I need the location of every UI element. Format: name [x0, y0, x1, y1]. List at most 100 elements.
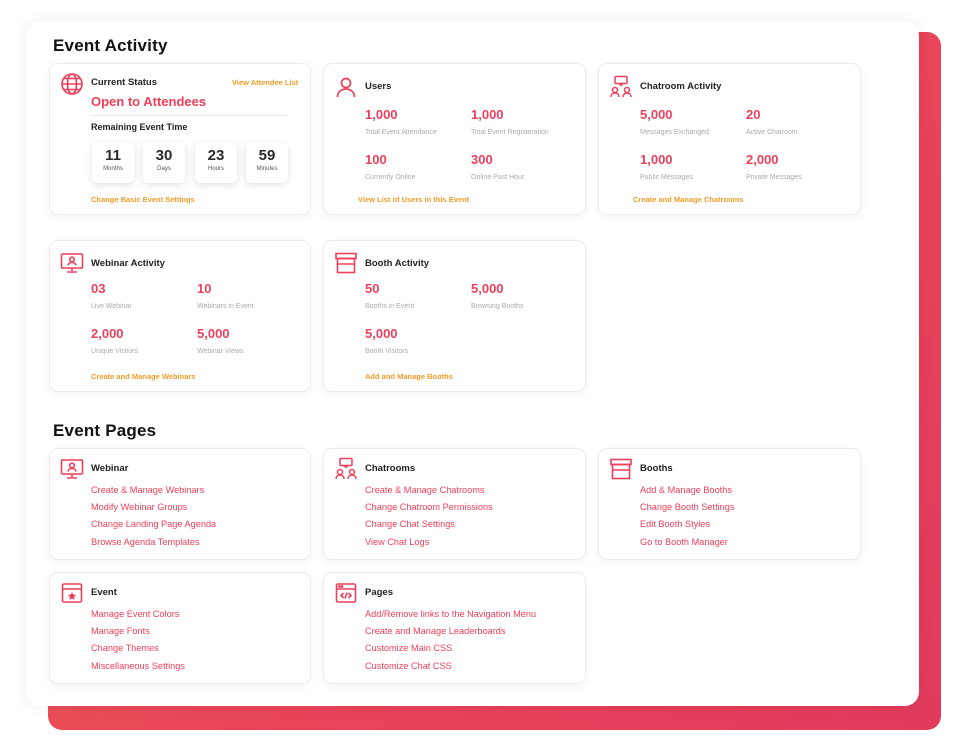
stat-label: Unique Visitors	[91, 348, 138, 355]
booth-activity-title: Booth Activity	[365, 258, 430, 269]
stat-value: 2,000	[746, 152, 779, 167]
change-booth-settings-link[interactable]: Change Booth Settings	[640, 502, 735, 513]
stat-currently-online: 100 Currently Online	[365, 152, 416, 181]
timer-months-unit: Months	[103, 166, 123, 172]
main-panel: Event Activity Current Status View Atten…	[26, 22, 919, 706]
create-manage-chatrooms-link[interactable]: Create and Manage Chatrooms	[633, 195, 744, 204]
stat-value: 2,000	[91, 326, 124, 341]
change-chatroom-permissions-link[interactable]: Change Chatroom Permissions	[365, 502, 493, 513]
stat-live-webinar: 03 Live Webinar	[91, 281, 132, 310]
stat-value: 10	[197, 281, 212, 296]
edit-booth-styles-link[interactable]: Edit Booth Styles	[640, 519, 710, 530]
timer-months-box: 11 Months	[92, 142, 134, 183]
create-manage-webinars-link[interactable]: Create and Manage Webinars	[91, 372, 196, 381]
chatrooms-pages-links: Create & Manage Chatrooms Change Chatroo…	[365, 482, 493, 551]
pages-card: Pages Add/Remove links to the Navigation…	[323, 572, 586, 684]
stat-label: Private Messages	[746, 174, 802, 181]
add-manage-booths-link[interactable]: Add and Manage Booths	[365, 372, 453, 381]
miscellaneous-settings-link[interactable]: Miscellaneous Settings	[91, 660, 185, 671]
calendar-star-icon	[60, 581, 84, 605]
stat-unique-visitors: 2,000 Unique Visitors	[91, 326, 138, 355]
stat-label: Currently Online	[365, 174, 416, 181]
timer-hours-unit: Hours	[207, 166, 224, 172]
create-manage-chatrooms-page-link[interactable]: Create & Manage Chatrooms	[365, 485, 485, 495]
booths-pages-card: Booths Add & Manage Booths Change Booth …	[598, 448, 861, 560]
stat-label: Total Event Registeration	[471, 129, 549, 136]
booth-icon	[334, 251, 358, 275]
view-attendee-list-link[interactable]: View Attendee List	[232, 78, 299, 87]
manage-fonts-link[interactable]: Manage Fonts	[91, 626, 150, 637]
event-pages-heading: Event Pages	[53, 421, 157, 440]
stat-value: 5,000	[471, 281, 504, 296]
event-pages-card: Event Manage Event Colors Manage Fonts C…	[49, 572, 311, 684]
current-status-card: Current Status View Attendee List Open t…	[49, 63, 311, 215]
stat-value: 1,000	[640, 152, 673, 167]
stat-value: 03	[91, 281, 106, 296]
go-to-booth-manager-link[interactable]: Go to Booth Manager	[640, 536, 728, 547]
pages-links: Add/Remove links to the Navigation Menu …	[365, 606, 536, 675]
stat-value: 1,000	[471, 107, 504, 122]
webinar-screen-icon	[60, 251, 84, 275]
booths-pages-links: Add & Manage Booths Change Booth Setting…	[640, 482, 735, 551]
stat-label: Booths in Event	[365, 303, 415, 310]
stat-value: 1,000	[365, 107, 398, 122]
chatroom-icon	[609, 75, 633, 99]
change-themes-link[interactable]: Change Themes	[91, 643, 159, 654]
user-icon	[334, 75, 358, 99]
view-chat-logs-link[interactable]: View Chat Logs	[365, 536, 430, 547]
change-basic-event-settings-link[interactable]: Change Basic Event Settings	[91, 195, 195, 204]
webinar-pages-card: Webinar Create & Manage Webinars Modify …	[49, 448, 311, 560]
change-landing-page-agenda-link[interactable]: Change Landing Page Agenda	[91, 519, 217, 530]
manage-event-colors-link[interactable]: Manage Event Colors	[91, 609, 180, 619]
add-manage-booths-page-link[interactable]: Add & Manage Booths	[640, 485, 732, 495]
timer-days-box: 30 Days	[143, 142, 185, 183]
modify-webinar-groups-link[interactable]: Modify Webinar Groups	[91, 502, 188, 513]
stat-label: Active Chatroom	[746, 129, 798, 136]
chatroom-icon	[334, 457, 358, 481]
timer-hours-value: 23	[207, 147, 225, 164]
stat-value: 5,000	[365, 326, 398, 341]
chatrooms-pages-title: Chatrooms	[365, 463, 416, 474]
change-chat-settings-link[interactable]: Change Chat Settings	[365, 519, 455, 530]
stat-messages-exchanged: 5,000 Messages Exchanged	[640, 107, 709, 136]
booth-activity-card: Booth Activity 50 Booths in Event 5,000 …	[323, 240, 586, 392]
webinar-activity-card: Webinar Activity 03 Live Webinar 10 Webi…	[49, 240, 311, 392]
customize-chat-css-link[interactable]: Customize Chat CSS	[365, 660, 452, 671]
event-pages-links: Manage Event Colors Manage Fonts Change …	[91, 606, 185, 675]
chatroom-activity-title: Chatroom Activity	[640, 81, 722, 92]
stat-value: 50	[365, 281, 380, 296]
view-users-list-link[interactable]: View List of Users in this Event	[358, 195, 470, 204]
stat-label: Browsing Booths	[471, 303, 524, 310]
stat-label: Total Event Attendance	[365, 129, 437, 136]
customize-main-css-link[interactable]: Customize Main CSS	[365, 643, 453, 654]
users-card: Users 1,000 Total Event Attendance 1,000…	[323, 63, 586, 215]
create-manage-webinars-page-link[interactable]: Create & Manage Webinars	[91, 485, 205, 495]
timer-days-unit: Days	[157, 166, 171, 172]
webinar-pages-links: Create & Manage Webinars Modify Webinar …	[91, 482, 216, 551]
stat-webinar-views: 5,000 Webinar Views	[197, 326, 243, 355]
globe-icon	[60, 72, 84, 96]
booths-pages-title: Booths	[640, 463, 673, 474]
add-remove-navigation-links-link[interactable]: Add/Remove links to the Navigation Menu	[365, 609, 537, 619]
browse-agenda-templates-link[interactable]: Browse Agenda Templates	[91, 536, 200, 547]
code-window-icon	[334, 581, 358, 605]
timer-minutes-value: 59	[258, 147, 276, 164]
stat-browsing-booths: 5,000 Browsing Booths	[471, 281, 524, 310]
stat-value: 300	[471, 152, 493, 167]
stat-label: Webinars in Event	[197, 303, 254, 310]
stat-booth-visitors: 5,000 Booth Visitors	[365, 326, 408, 355]
stat-public-messages: 1,000 Public Messages	[640, 152, 693, 181]
stat-label: Messages Exchanged	[640, 129, 709, 136]
stat-label: Booth Visitors	[365, 348, 409, 355]
timer-hours-box: 23 Hours	[195, 142, 237, 183]
chatrooms-pages-card: Chatrooms Create & Manage Chatrooms Chan…	[323, 448, 586, 560]
timer-months-value: 11	[105, 147, 121, 164]
stat-label: Live Webinar	[91, 303, 132, 310]
stat-label: Webinar Views	[197, 348, 244, 355]
create-manage-leaderboards-link[interactable]: Create and Manage Leaderboards	[365, 626, 506, 637]
stat-value: 20	[746, 107, 761, 122]
event-activity-heading: Event Activity	[53, 36, 168, 55]
stat-webinars-in-event: 10 Webinars in Event	[197, 281, 254, 310]
timer-minutes-unit: Minutes	[256, 166, 278, 172]
event-pages-title: Event	[91, 587, 117, 598]
